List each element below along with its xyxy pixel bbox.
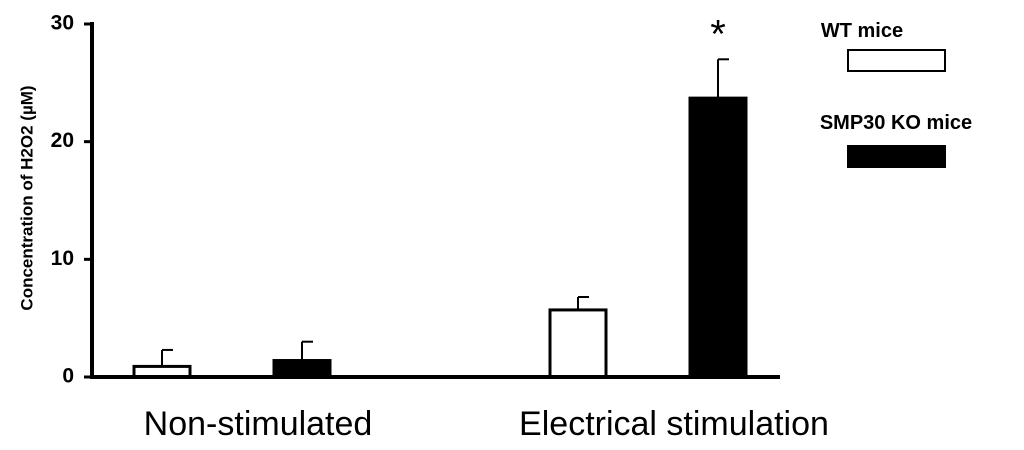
significance-star: * (710, 12, 726, 56)
x-tick-label: Electrical stimulation (519, 405, 829, 443)
y-axis: 0 10 20 30 (51, 12, 92, 388)
legend-label-ko: SMP30 KO mice (820, 112, 972, 134)
bars-group (132, 58, 748, 379)
y-axis-title: Concentration of H2O2 (µM) (17, 85, 36, 310)
y-tick-label: 20 (51, 129, 74, 152)
y-tick-label: 10 (51, 247, 74, 270)
legend-swatch-wt (847, 49, 946, 72)
x-tick-label: Non-stimulated (144, 405, 373, 443)
annotations: * (710, 12, 726, 56)
x-axis: Non-stimulated Electrical stimulation (144, 405, 829, 443)
y-tick-label: 30 (51, 12, 74, 35)
bar (688, 96, 748, 379)
bar (548, 308, 608, 379)
bar (272, 359, 332, 379)
legend-swatch-ko (847, 145, 946, 168)
legend: WT mice SMP30 KO mice (820, 20, 972, 168)
legend-label-wt: WT mice (821, 20, 903, 42)
y-tick-label: 0 (62, 365, 74, 388)
